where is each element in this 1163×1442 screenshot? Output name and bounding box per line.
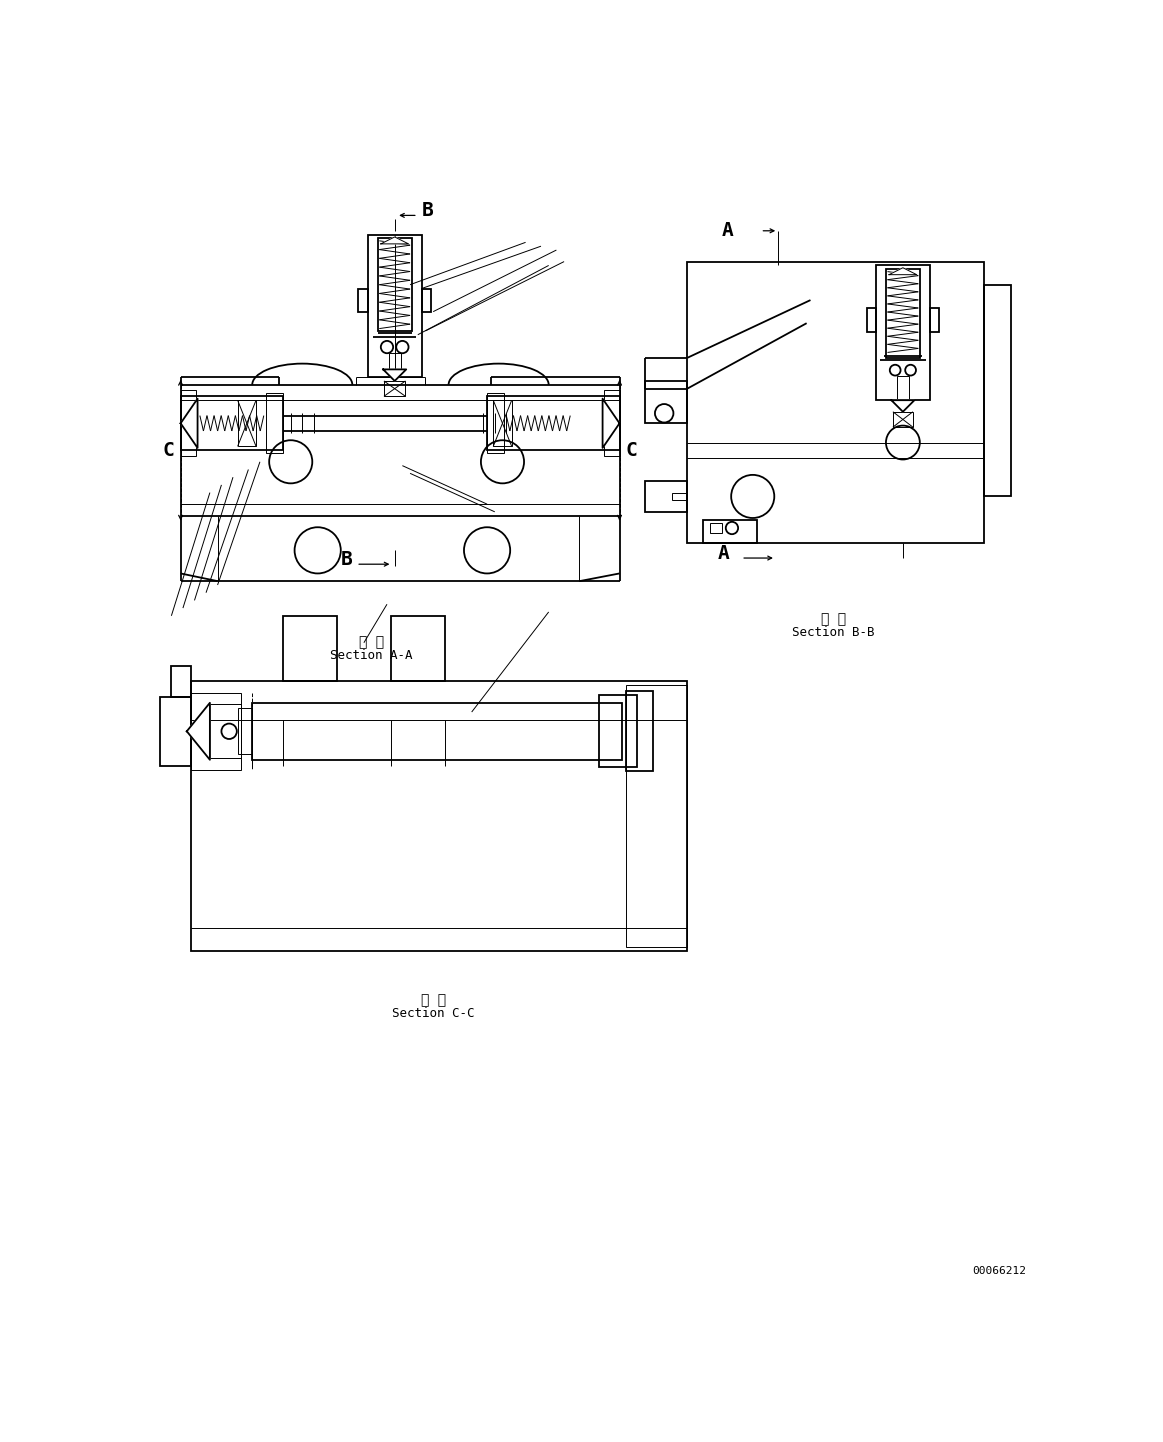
Polygon shape — [891, 401, 914, 412]
Bar — [266, 394, 283, 453]
Bar — [866, 307, 876, 333]
Bar — [487, 394, 504, 453]
Bar — [645, 482, 687, 512]
Polygon shape — [380, 236, 408, 244]
Text: Section B-B: Section B-B — [792, 626, 875, 639]
Text: Section A-A: Section A-A — [330, 649, 413, 662]
Bar — [897, 375, 909, 401]
Bar — [886, 270, 920, 358]
Polygon shape — [602, 398, 620, 448]
Bar — [283, 616, 337, 681]
Bar — [626, 685, 687, 947]
Bar — [645, 381, 687, 424]
Bar — [687, 261, 984, 542]
Bar — [378, 238, 412, 332]
Bar — [672, 493, 687, 500]
Polygon shape — [180, 398, 198, 448]
Text: Section C-C: Section C-C — [392, 1007, 475, 1019]
Bar — [191, 681, 687, 950]
Bar — [876, 265, 930, 401]
Bar — [422, 288, 430, 311]
Text: C: C — [626, 441, 637, 460]
Bar — [368, 235, 422, 378]
Bar — [487, 397, 620, 450]
Bar — [358, 288, 368, 311]
Bar — [893, 412, 913, 427]
Bar — [237, 401, 256, 447]
Bar — [191, 692, 241, 770]
Bar — [930, 307, 939, 333]
Bar — [159, 696, 191, 766]
Text: C: C — [162, 441, 174, 460]
Bar — [702, 519, 757, 542]
Bar — [626, 691, 652, 771]
Bar — [984, 284, 1011, 496]
Bar — [388, 353, 401, 369]
Text: 断 面: 断 面 — [421, 994, 445, 1007]
Text: 断 面: 断 面 — [359, 634, 384, 649]
Text: 断 面: 断 面 — [821, 611, 847, 626]
Text: A: A — [722, 221, 734, 241]
Bar — [180, 391, 197, 457]
Bar — [604, 391, 620, 457]
Bar — [493, 401, 512, 447]
Text: A: A — [718, 544, 730, 562]
Polygon shape — [187, 702, 209, 760]
Bar — [238, 708, 252, 754]
Bar — [209, 704, 241, 758]
Text: B: B — [422, 200, 434, 219]
Text: 00066212: 00066212 — [972, 1266, 1026, 1276]
Text: B: B — [341, 549, 352, 570]
Bar — [711, 523, 722, 532]
Bar — [180, 397, 283, 450]
Bar — [171, 666, 191, 696]
Bar — [599, 695, 637, 767]
Polygon shape — [383, 369, 406, 381]
Bar — [384, 381, 406, 397]
Bar — [391, 616, 444, 681]
Bar — [252, 702, 622, 760]
Polygon shape — [889, 268, 916, 274]
